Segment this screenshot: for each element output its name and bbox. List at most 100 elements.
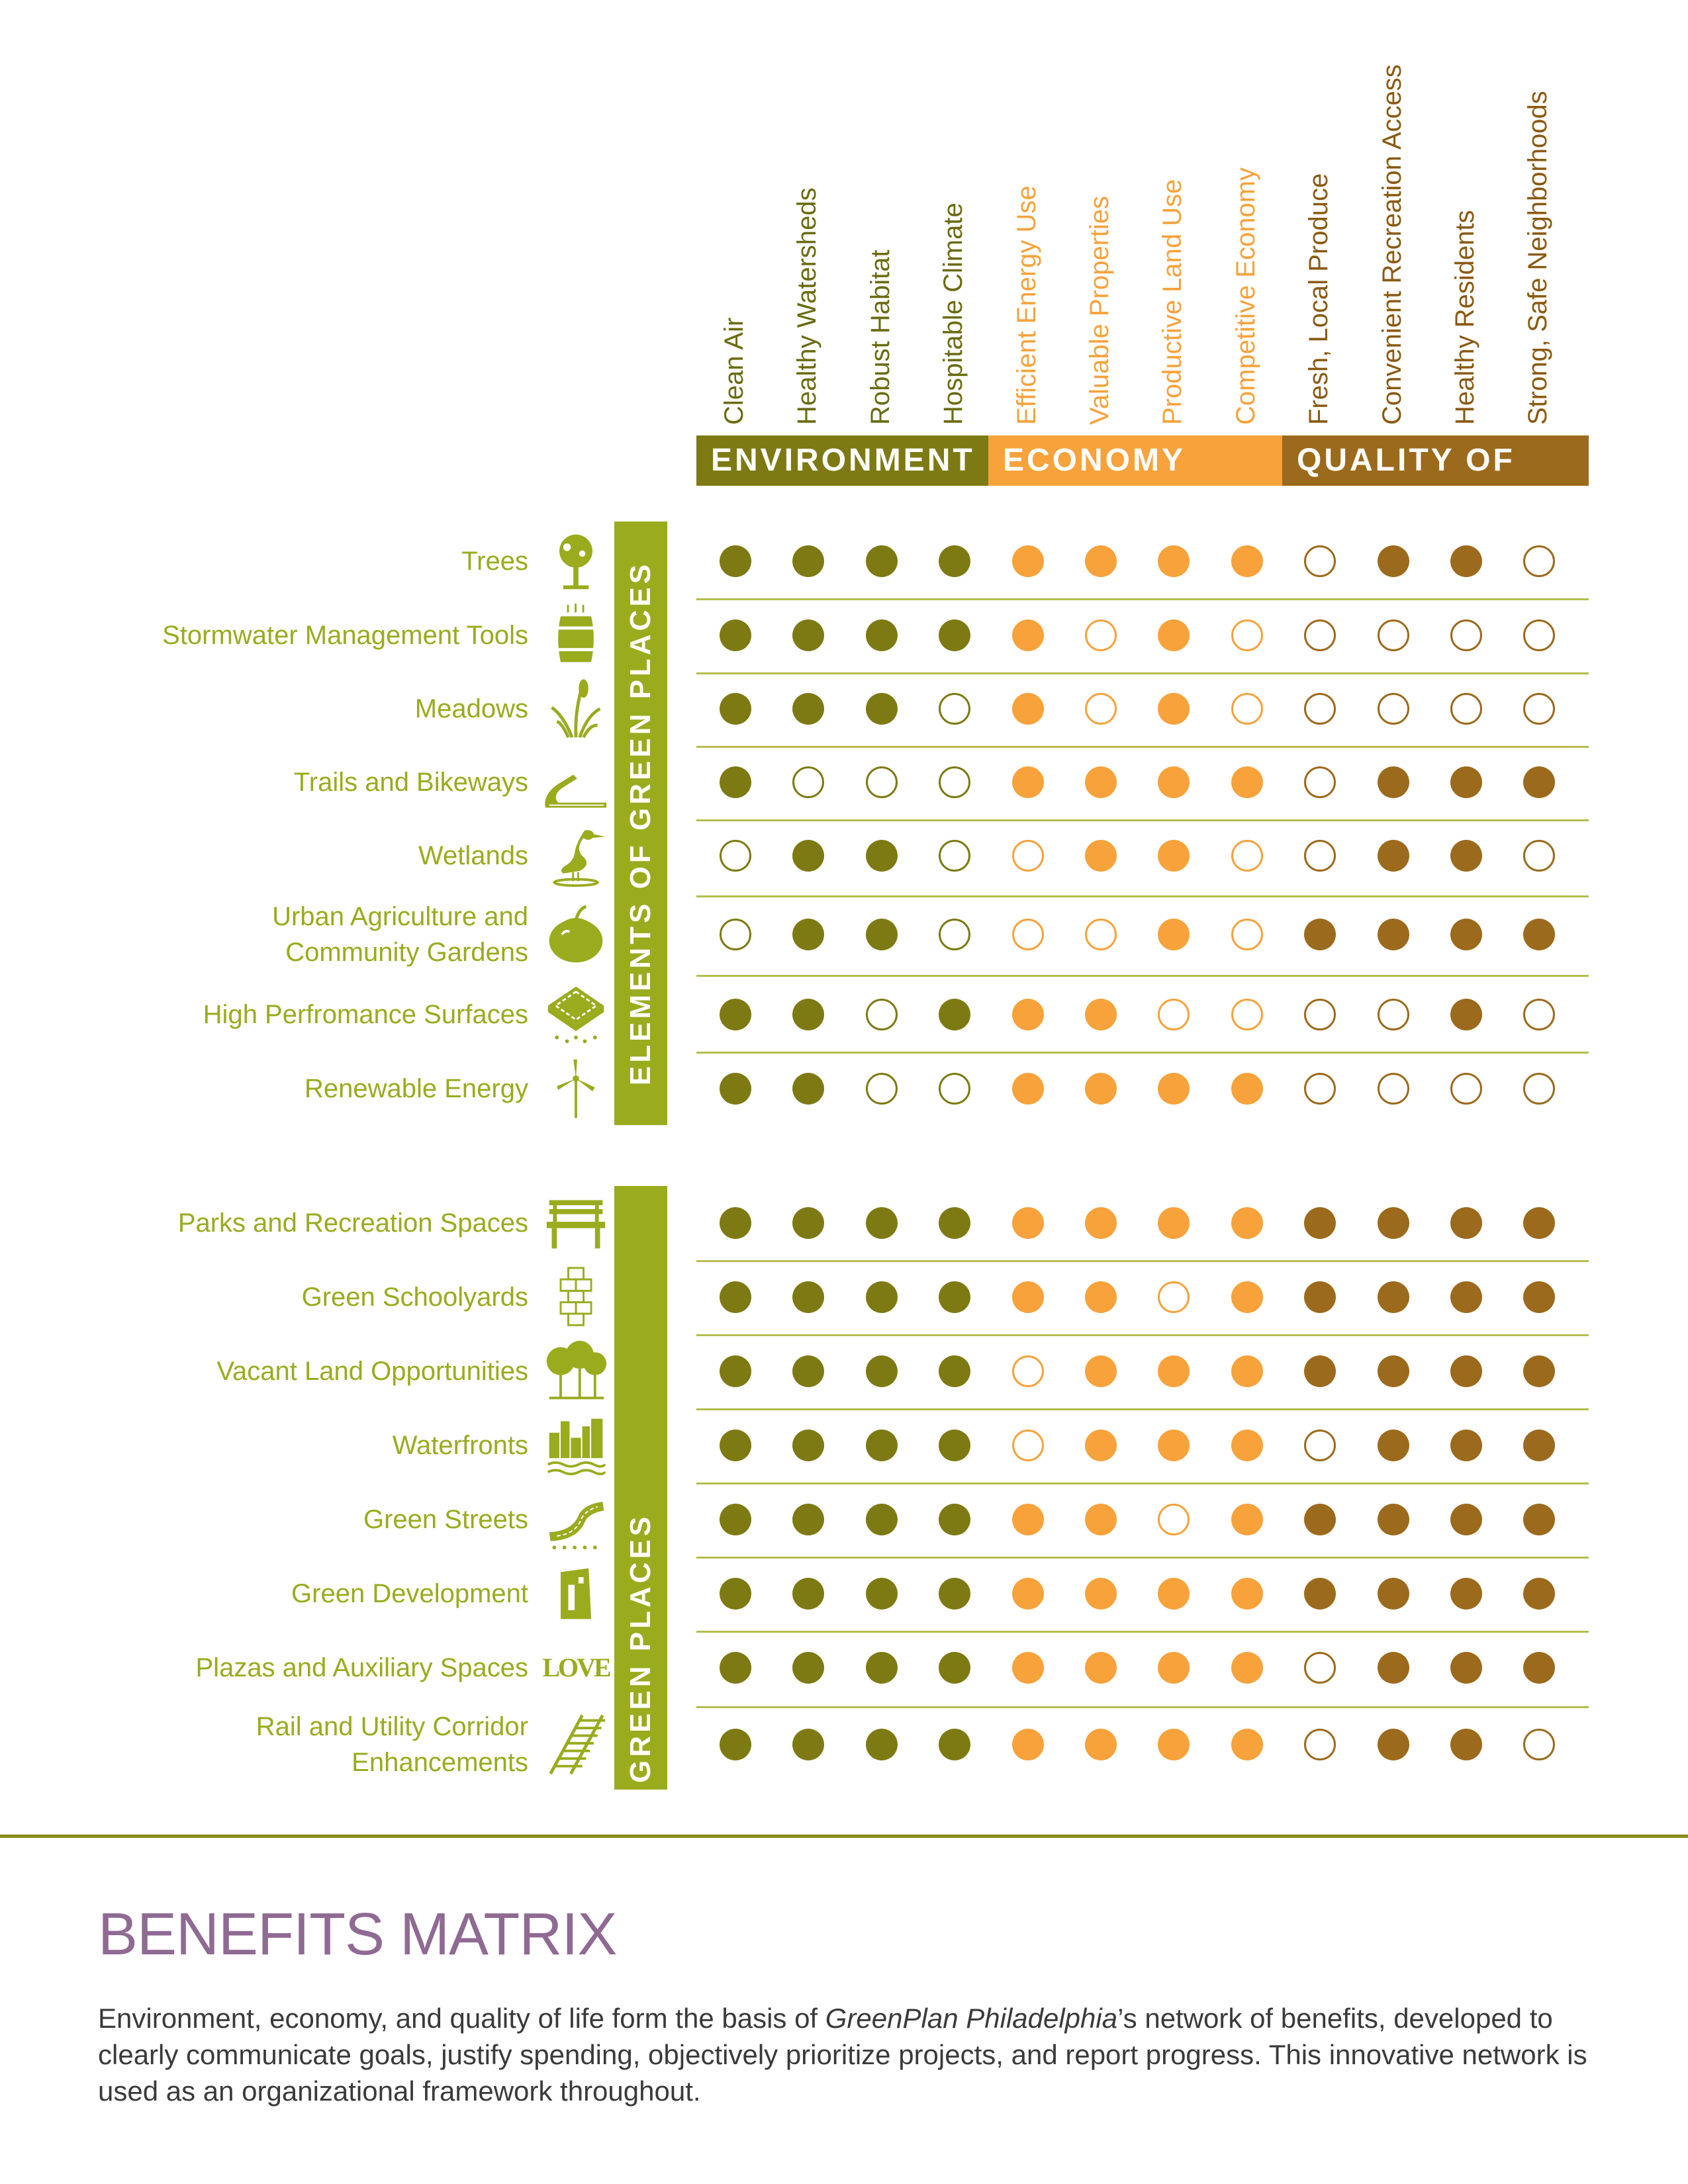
benefit-dot-filled <box>792 1430 825 1461</box>
row-label-line: Renewable Energy <box>305 1074 528 1103</box>
benefit-dot-filled <box>1523 1578 1556 1610</box>
love-sculpture-icon: LOVE <box>542 1636 611 1700</box>
benefit-dot-filled <box>939 1355 971 1387</box>
benefit-dot-filled <box>1158 919 1190 950</box>
benefit-dot-empty <box>1304 619 1336 651</box>
benefit-dot-empty <box>1304 1652 1336 1684</box>
benefit-dot-filled <box>1377 1355 1409 1387</box>
benefit-dot-empty <box>1011 1355 1044 1387</box>
benefit-dot-filled <box>1085 545 1117 577</box>
benefit-dot-filled <box>865 1430 898 1461</box>
column-header: Strong, Safe Neighborhoods <box>1523 91 1553 425</box>
benefit-dot-filled <box>1011 1729 1044 1760</box>
benefit-dot-filled <box>1158 1430 1190 1461</box>
benefit-dot-empty <box>865 999 898 1030</box>
benefit-dot-empty <box>1231 999 1263 1030</box>
row-label-line: Urban Agriculture and <box>272 902 528 931</box>
benefit-dot-filled <box>1304 1355 1336 1387</box>
benefit-dot-filled <box>720 766 751 798</box>
benefit-dot-filled <box>1011 1281 1044 1313</box>
benefit-dot-filled <box>720 1073 751 1105</box>
love-sculpture-text: LOVE <box>542 1653 611 1682</box>
benefit-dot-filled <box>1158 1729 1190 1760</box>
benefit-dot-filled <box>1523 1430 1556 1461</box>
benefit-dot-filled <box>720 1504 751 1535</box>
benefit-dot-filled <box>1377 545 1409 577</box>
benefit-dot-filled <box>1304 919 1336 950</box>
benefit-dot-filled <box>1158 1073 1190 1105</box>
row-label: Plazas and Auxiliary Spaces <box>196 1650 529 1686</box>
benefit-dot-filled <box>720 999 751 1030</box>
hopscotch-icon <box>544 1265 608 1329</box>
benefit-dot-filled <box>720 1281 751 1313</box>
benefit-dot-filled <box>1085 1430 1117 1461</box>
page-description: Environment, economy, and quality of lif… <box>98 2000 1620 2109</box>
benefit-dot-empty <box>1304 999 1336 1030</box>
category-quality-of-life: QUALITY OF LIFE <box>1282 435 1589 528</box>
benefit-dot-filled <box>792 1207 825 1239</box>
benefit-dot-filled <box>1377 1207 1409 1239</box>
benefit-dot-empty <box>1158 1504 1190 1535</box>
benefit-dot-filled <box>865 545 898 577</box>
benefit-dot-empty <box>1231 840 1263 872</box>
row-divider <box>696 1557 1589 1559</box>
benefit-dot-filled <box>1158 766 1190 798</box>
benefit-dot-empty <box>1304 766 1336 798</box>
page-title: BENEFITS MATRIX <box>98 1901 617 1968</box>
row-label: Parks and Recreation Spaces <box>178 1205 528 1241</box>
benefit-dot-filled <box>720 1578 751 1610</box>
benefit-dot-filled <box>792 1504 825 1535</box>
description-program-name: GreenPlan Philadelphia <box>825 2003 1118 2034</box>
benefit-dot-filled <box>1231 1207 1263 1239</box>
row-label-line: Stormwater Management Tools <box>162 621 528 650</box>
benefit-dot-empty <box>939 766 971 798</box>
permeable-surface-icon <box>544 983 608 1046</box>
benefit-dot-filled <box>1158 1355 1190 1387</box>
trail-icon <box>544 751 608 814</box>
row-divider <box>696 975 1589 977</box>
benefit-dot-filled <box>792 1729 825 1760</box>
benefit-dot-filled <box>792 1281 825 1313</box>
row-divider <box>696 1260 1589 1262</box>
benefit-dot-filled <box>1011 1652 1044 1684</box>
benefit-dot-filled <box>1450 1578 1482 1610</box>
benefit-dot-empty <box>720 840 751 872</box>
benefit-dot-empty <box>1158 999 1190 1030</box>
benefit-dot-filled <box>1450 1355 1482 1387</box>
benefit-dot-filled <box>1085 1652 1117 1684</box>
benefit-dot-empty <box>1304 545 1336 577</box>
benefit-dot-filled <box>1085 1729 1117 1760</box>
benefit-dot-filled <box>1231 1578 1263 1610</box>
row-label-line: Trails and Bikeways <box>293 768 528 797</box>
benefit-dot-filled <box>1011 999 1044 1030</box>
benefit-dot-filled <box>1377 766 1409 798</box>
benefit-dot-filled <box>1450 1504 1482 1535</box>
green-street-icon <box>544 1488 608 1551</box>
benefit-dot-filled <box>939 619 971 651</box>
benefit-dot-filled <box>720 1729 751 1760</box>
benefit-dot-filled <box>792 545 825 577</box>
benefit-dot-filled <box>1377 1729 1409 1760</box>
row-label: Green Development <box>291 1576 528 1612</box>
row-label: Meadows <box>415 691 528 727</box>
benefit-dot-filled <box>720 619 751 651</box>
section-bar-elements <box>614 522 667 1125</box>
benefit-dot-filled <box>1450 766 1482 798</box>
row-label-line: Meadows <box>414 694 528 723</box>
row-label-line: Plazas and Auxiliary Spaces <box>195 1653 529 1682</box>
column-header: Clean Air <box>720 317 749 425</box>
row-label: Trails and Bikeways <box>294 764 528 800</box>
benefit-dot-filled <box>720 545 751 577</box>
benefit-dot-empty <box>1377 693 1409 725</box>
benefit-dot-filled <box>792 693 825 725</box>
benefit-dot-filled <box>1158 1578 1190 1610</box>
benefit-dot-filled <box>1231 1652 1263 1684</box>
row-divider <box>696 1052 1589 1054</box>
waterfront-skyline-icon <box>544 1414 608 1477</box>
benefit-dot-empty <box>939 919 971 950</box>
benefit-dot-filled <box>865 1355 898 1387</box>
benefit-dot-filled <box>1231 1504 1263 1535</box>
benefit-dot-filled <box>792 1578 825 1610</box>
benefit-dot-filled <box>1085 1504 1117 1535</box>
benefit-dot-filled <box>1085 766 1117 798</box>
